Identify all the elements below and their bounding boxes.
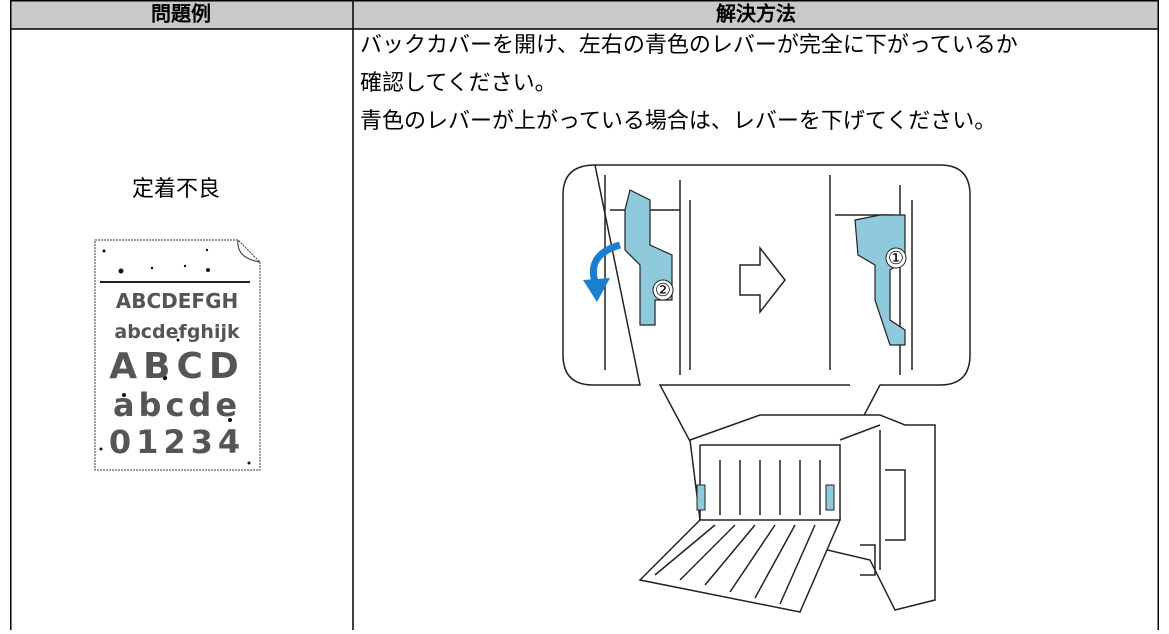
solution-line: バックカバーを開け、左右の青色のレバーが完全に下がっているか [360,33,1018,58]
figure-label: ① [888,248,904,269]
sample-text: abcdefghijk [114,321,240,343]
header-cell: 問題例 [151,2,211,26]
header-cell: 解決方法 [716,2,796,26]
table-grid [10,0,1159,630]
header-bg [10,0,1159,29]
sample-page: ABCDEFGH abcdefghijk ABCD abcde 01234 [94,239,261,471]
sample-text: 01234 [109,423,245,461]
sample-text: ABCD [109,346,245,387]
sample-text: abcde [113,386,241,424]
solution-line: 青色のレバーが上がっている場合は、レバーを下げてください。 [360,109,996,134]
figure-label: ② [655,280,671,301]
problem-label: 定着不良 [132,177,220,202]
solution-line: 確認してください。 [360,71,557,96]
sample-text: ABCDEFGH [116,289,238,313]
illustration: ② ① [562,164,971,613]
